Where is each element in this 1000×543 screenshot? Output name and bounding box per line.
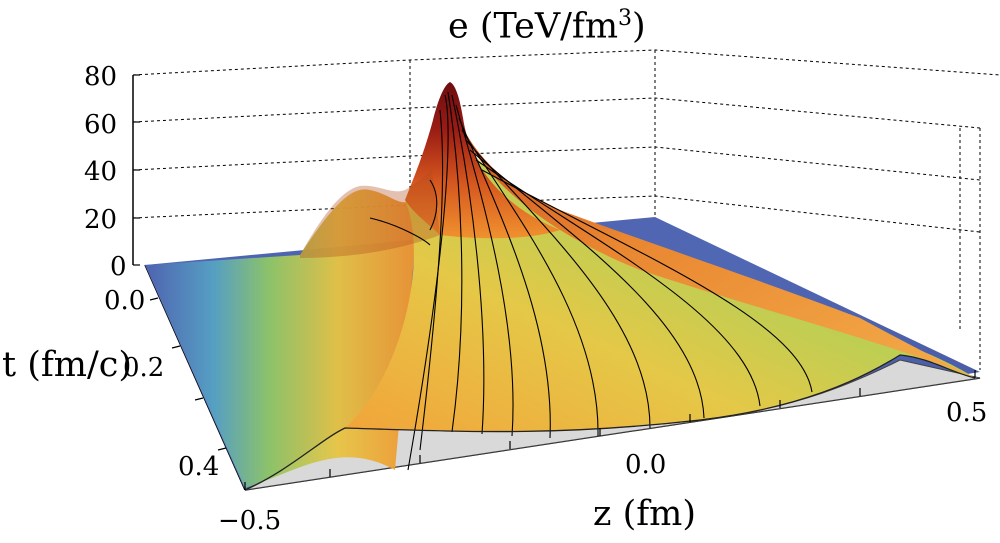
t-axis-title: t (fm/c) — [2, 345, 133, 385]
surface-secondary-peak — [300, 170, 440, 258]
grid-lines — [132, 49, 1000, 370]
z-tick-label: 60 — [84, 110, 118, 140]
x-tick-label: −0.5 — [218, 506, 282, 536]
z-tick-label: 0 — [110, 252, 127, 282]
surface-left-ridge — [145, 189, 420, 488]
tick-marks — [133, 74, 976, 490]
z-tick-label: 40 — [84, 157, 118, 187]
z-axis-title: e (TeV/fm3) — [448, 6, 646, 47]
x-axis-title: z (fm) — [593, 494, 697, 534]
t-tick-label: 0.2 — [123, 353, 165, 383]
x-tick-label: 0.5 — [946, 398, 988, 428]
t-tick-label: 0.0 — [104, 286, 146, 316]
surface-main-peak — [405, 82, 560, 239]
surface-front-edge — [244, 354, 976, 491]
contour-lines — [369, 91, 813, 471]
z-tick-label: 80 — [84, 62, 118, 92]
x-tick-label: 0.0 — [625, 450, 667, 480]
z-tick-label: 20 — [84, 205, 118, 235]
t-tick-label: 0.4 — [178, 452, 220, 482]
